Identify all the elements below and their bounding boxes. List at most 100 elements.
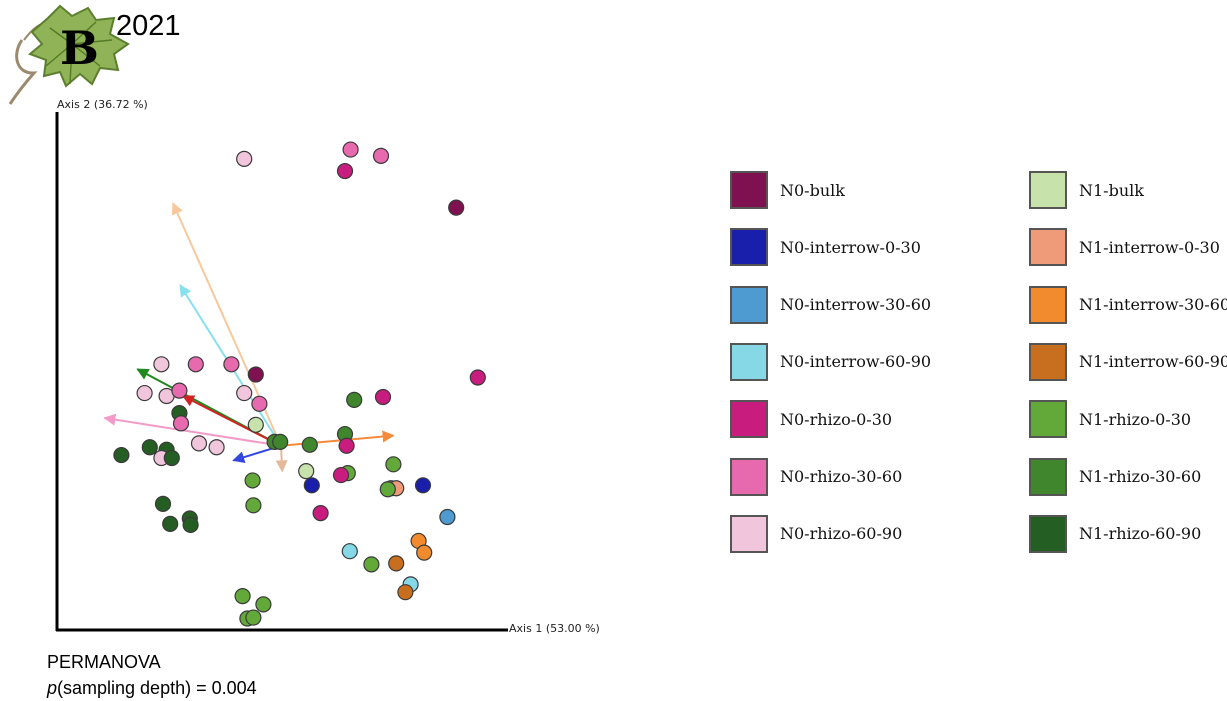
point-n1-rhizo-0-30: [379, 481, 396, 498]
point-n1-rhizo-0-30: [245, 497, 262, 514]
legend-label: N1-interrow-60-90: [1079, 352, 1227, 372]
legend-item-n1-rhizo-60-90: N1-rhizo-60-90: [1029, 514, 1201, 554]
point-n1-bulk: [298, 463, 315, 480]
point-n0-rhizo-30-60: [372, 147, 390, 165]
stats-pvalue: p(sampling depth) = 0.004: [47, 675, 257, 701]
point-n0-rhizo-30-60: [223, 356, 240, 373]
scatter-points: [113, 141, 486, 627]
legend-swatch: [1029, 342, 1067, 381]
panel-letter: B: [60, 21, 99, 75]
point-n0-bulk: [448, 199, 465, 216]
legend-swatch: [1029, 228, 1067, 267]
legend-swatch: [1029, 514, 1067, 553]
point-n1-rhizo-60-90: [113, 446, 130, 464]
legend-swatch: [730, 171, 768, 209]
legend-label: N0-interrow-0-30: [780, 237, 921, 257]
point-n0-rhizo-60-90: [190, 435, 208, 452]
x-axis-label: Axis 1 (53.00 %): [509, 622, 600, 635]
y-axis-label: Axis 2 (36.72 %): [57, 98, 148, 111]
point-n0-rhizo-30-60: [251, 395, 268, 412]
legend-label: N1-rhizo-30-60: [1079, 467, 1202, 486]
legend-label: N0-rhizo-30-60: [780, 467, 903, 486]
point-n0-rhizo-0-30: [469, 369, 486, 386]
legend-item-n0-rhizo-0-30: N0-rhizo-0-30: [730, 399, 892, 439]
legend-item-n1-rhizo-0-30: N1-rhizo-0-30: [1029, 399, 1191, 439]
legend-swatch: [1029, 285, 1067, 324]
point-n1-rhizo-0-30: [363, 556, 380, 573]
legend-item-n1-interrow-0-30: N1-interrow-0-30: [1029, 227, 1220, 267]
legend-item-n0-interrow-60-90: N0-interrow-60-90: [730, 342, 931, 382]
legend-item-n1-rhizo-30-60: N1-rhizo-30-60: [1029, 457, 1201, 497]
legend-item-n0-interrow-0-30: N0-interrow-0-30: [730, 227, 921, 267]
point-n1-interrow-60-90: [388, 555, 405, 572]
legend-item-n0-interrow-30-60: N0-interrow-30-60: [730, 285, 931, 325]
biplot-arrow: [280, 430, 395, 447]
legend-label: N1-rhizo-60-90: [1079, 524, 1202, 544]
legend-label: N0-rhizo-60-90: [780, 524, 903, 544]
point-n1-rhizo-60-90: [162, 515, 179, 532]
point-n0-rhizo-60-90: [136, 384, 153, 402]
legend-swatch: [730, 400, 768, 439]
stats-title: PERMANOVA: [47, 652, 161, 672]
stats-p-symbol: p: [47, 678, 58, 698]
point-n1-rhizo-30-60: [272, 433, 289, 450]
legend-item-n0-rhizo-30-60: N0-rhizo-30-60: [730, 457, 902, 497]
point-n1-rhizo-30-60: [346, 391, 363, 409]
point-n1-rhizo-0-30: [245, 609, 262, 626]
legend: N0-bulk N0-interrow-0-30 N0-interrow-30-60…: [730, 170, 1227, 570]
legend-swatch: [730, 457, 768, 496]
point-n0-rhizo-30-60: [187, 356, 204, 373]
point-n0-interrow-30-60: [439, 508, 456, 526]
point-n1-rhizo-0-30: [244, 472, 261, 489]
legend-swatch: [1029, 400, 1067, 439]
biplot-arrow: [181, 395, 282, 447]
point-n0-interrow-60-90: [341, 543, 358, 560]
point-n0-rhizo-0-30: [332, 466, 350, 484]
point-n1-rhizo-0-30: [255, 596, 272, 613]
point-n0-interrow-0-30: [303, 477, 320, 494]
point-n0-rhizo-60-90: [236, 150, 253, 167]
legend-swatch: [730, 514, 768, 553]
legend-swatch: [730, 342, 768, 381]
point-n0-bulk: [247, 366, 264, 383]
point-n1-bulk: [247, 416, 264, 433]
legend-label: N1-rhizo-0-30: [1079, 409, 1192, 429]
legend-item-n1-interrow-30-60: N1-interrow-30-60: [1029, 285, 1227, 325]
point-n1-interrow-30-60: [416, 544, 433, 561]
point-n0-rhizo-60-90: [153, 356, 170, 373]
stats-p-text: (sampling depth) = 0.004: [57, 678, 257, 698]
legend-label: N0-bulk: [780, 180, 845, 200]
legend-item-n1-bulk: N1-bulk: [1029, 170, 1144, 210]
point-n1-rhizo-0-30: [234, 587, 251, 605]
point-n0-rhizo-60-90: [236, 384, 253, 402]
panel-year: 2021: [116, 10, 181, 42]
legend-swatch: [1029, 171, 1067, 209]
legend-label: N0-interrow-60-90: [780, 352, 932, 372]
point-n0-interrow-0-30: [414, 477, 432, 494]
legend-label: N0-interrow-30-60: [780, 295, 932, 315]
point-n0-rhizo-30-60: [342, 141, 359, 158]
point-n0-rhizo-0-30: [336, 162, 354, 180]
point-n1-rhizo-30-60: [301, 436, 318, 453]
legend-item-n0-rhizo-60-90: N0-rhizo-60-90: [730, 514, 902, 554]
legend-item-n0-bulk: N0-bulk: [730, 170, 845, 210]
legend-swatch: [1029, 457, 1067, 496]
point-n1-rhizo-60-90: [163, 449, 180, 467]
point-n0-rhizo-0-30: [338, 437, 355, 454]
biplot-arrow: [275, 445, 288, 473]
point-n0-rhizo-0-30: [312, 505, 329, 522]
point-n1-rhizo-60-90: [182, 516, 199, 533]
point-n1-rhizo-60-90: [141, 439, 158, 456]
legend-label: N1-interrow-30-60: [1079, 295, 1227, 315]
point-n1-rhizo-60-90: [154, 495, 172, 512]
point-n0-rhizo-30-60: [171, 382, 188, 399]
legend-label: N0-rhizo-0-30: [780, 409, 893, 429]
point-n1-rhizo-0-30: [385, 456, 402, 473]
point-n0-rhizo-60-90: [208, 439, 225, 456]
point-n1-interrow-60-90: [397, 584, 414, 601]
biplot-arrow: [103, 413, 282, 447]
legend-swatch: [730, 285, 768, 324]
legend-swatch: [730, 228, 768, 267]
legend-label: N1-interrow-0-30: [1079, 237, 1220, 257]
